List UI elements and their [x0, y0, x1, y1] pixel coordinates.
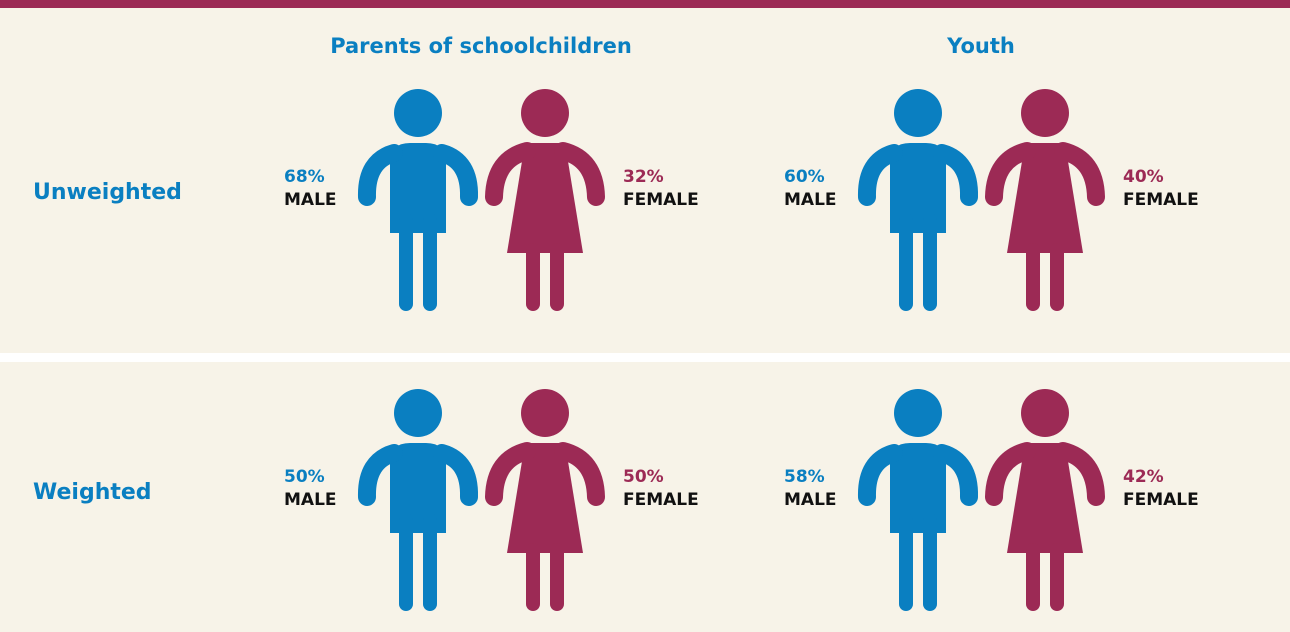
column-header: Parents of schoolchildren	[330, 34, 632, 58]
female-percent: 40%	[1123, 167, 1164, 187]
female-percent: 42%	[1123, 467, 1164, 487]
row-label: Unweighted	[33, 180, 182, 205]
male-percent: 50%	[284, 467, 325, 487]
male-percent: 58%	[784, 467, 825, 487]
top-bar	[0, 0, 1290, 8]
male-percent: 68%	[284, 167, 325, 187]
panel	[0, 8, 1290, 353]
male-label: MALE	[784, 190, 837, 210]
male-label: MALE	[284, 190, 337, 210]
panel	[0, 362, 1290, 632]
female-label: FEMALE	[623, 490, 699, 510]
male-label: MALE	[284, 490, 337, 510]
male-percent: 60%	[784, 167, 825, 187]
female-percent: 32%	[623, 167, 664, 187]
female-label: FEMALE	[1123, 190, 1199, 210]
female-percent: 50%	[623, 467, 664, 487]
male-label: MALE	[784, 490, 837, 510]
row-label: Weighted	[33, 480, 152, 505]
column-header: Youth	[946, 34, 1015, 58]
female-label: FEMALE	[623, 190, 699, 210]
female-label: FEMALE	[1123, 490, 1199, 510]
